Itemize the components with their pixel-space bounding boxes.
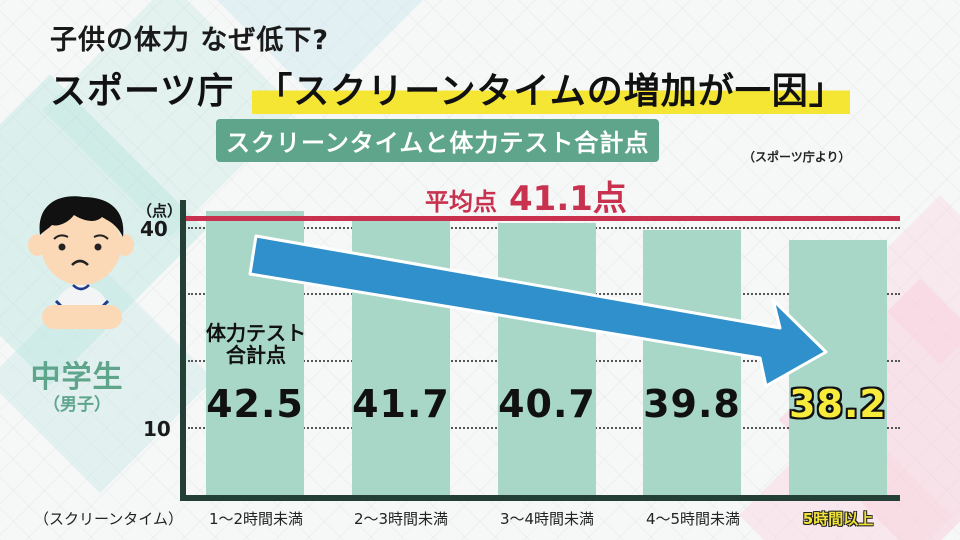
y-tick-10: 10 — [143, 417, 171, 441]
average-label: 平均点 41.1点 — [425, 171, 627, 220]
x-axis-title: （スクリーンタイム） — [34, 510, 183, 528]
bar-3 — [498, 223, 596, 496]
bar-5 — [789, 240, 887, 496]
group-label: 中学生 — [30, 360, 124, 395]
bar-value-2: 41.7 — [352, 382, 450, 426]
x-label-3: 3～4時間未満 — [499, 510, 595, 528]
x-label-4: 4～5時間未満 — [645, 510, 741, 528]
kicker-title: 子供の体力 なぜ低下? — [50, 25, 330, 56]
source-note: （スポーツ庁より） — [743, 150, 851, 164]
x-label-2: 2～3時間未満 — [353, 510, 449, 528]
bar-value-3: 40.7 — [498, 382, 596, 426]
bar-value-1: 42.5 — [206, 382, 304, 426]
worried-boy-icon — [28, 196, 134, 329]
x-label-1: 1～2時間未満 — [208, 510, 304, 528]
group-sub-label: （男子） — [43, 395, 111, 415]
chart-title: スクリーンタイムと体力テスト合計点 — [216, 119, 660, 162]
bar-4 — [643, 230, 741, 496]
bar-value-4: 39.8 — [643, 382, 741, 426]
headline-prefix: スポーツ庁 — [50, 71, 235, 112]
x-label-5: 5時間以上 — [802, 510, 874, 528]
metric-label: 体力テスト 合計点 — [206, 321, 306, 367]
y-axis-unit: （点） — [137, 202, 183, 220]
bar-value-5: 38.2 — [789, 382, 887, 426]
average-line — [186, 216, 900, 221]
headline-quote: 「スクリーンタイムの増加が一因」 — [252, 62, 850, 114]
y-tick-40: 40 — [140, 217, 168, 241]
y-axis — [180, 200, 186, 500]
headline: スポーツ庁 「スクリーンタイムの増加が一因」 — [50, 62, 850, 114]
x-axis — [180, 495, 900, 501]
average-label-text: 平均点 — [425, 188, 497, 216]
average-value: 41.1点 — [509, 179, 627, 219]
